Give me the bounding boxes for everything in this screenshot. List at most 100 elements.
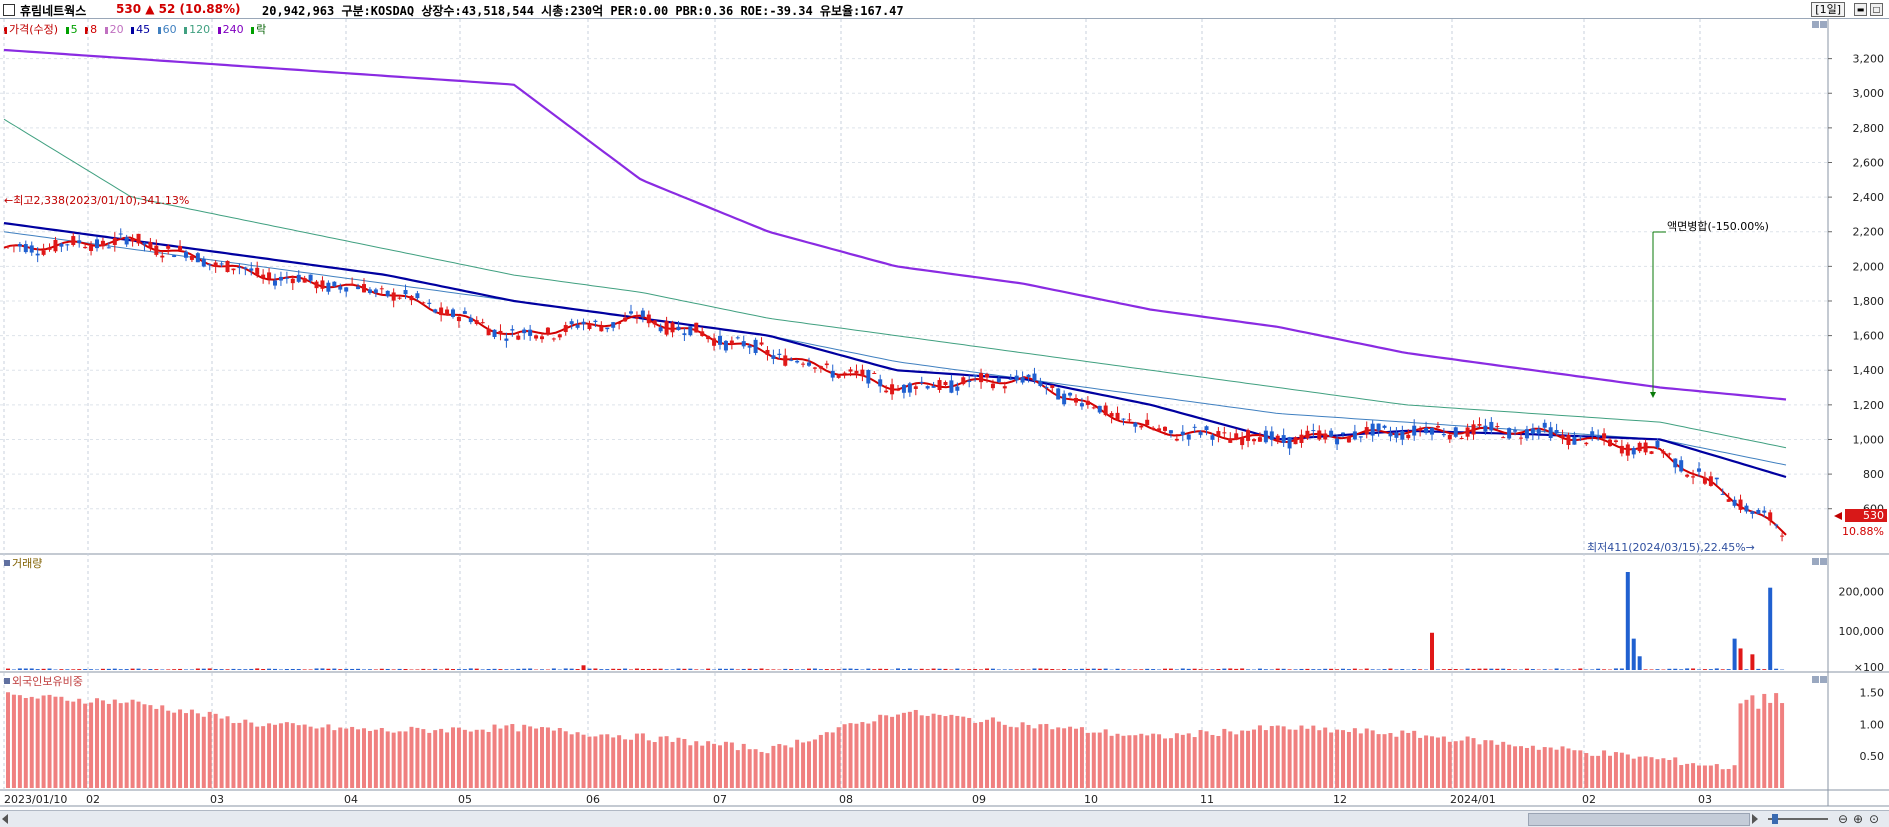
foreign-panel-maximize-icon[interactable] xyxy=(1820,676,1827,683)
stock-chart[interactable]: 3,2003,0002,8002,6002,4002,2002,0001,800… xyxy=(0,0,1889,810)
foreign-bar xyxy=(1187,733,1191,788)
candle-body xyxy=(1691,476,1695,477)
candle-body xyxy=(1483,426,1487,432)
foreign-bar xyxy=(671,742,675,788)
volume-bar xyxy=(1234,669,1238,670)
foreign-bar xyxy=(1460,741,1464,788)
candle-body xyxy=(1371,424,1375,436)
volume-bar xyxy=(1139,669,1143,670)
volume-bar xyxy=(202,669,206,670)
foreign-bar xyxy=(1139,734,1143,788)
foreign-bar xyxy=(1365,729,1369,788)
foreign-bar xyxy=(30,697,34,788)
candle-body xyxy=(1365,427,1369,434)
volume-bar xyxy=(36,669,40,670)
candle-body xyxy=(564,325,568,332)
volume-bar xyxy=(1299,669,1303,670)
candle-body xyxy=(849,369,853,371)
candle-body xyxy=(226,261,230,272)
zoom-out-icon[interactable]: ⊖ xyxy=(1838,812,1848,826)
foreign-bar xyxy=(570,734,574,788)
price-tick-label: 2,200 xyxy=(1853,226,1885,239)
foreign-bar xyxy=(1199,730,1203,788)
foreign-bar xyxy=(1252,730,1256,788)
candle-body xyxy=(546,328,550,334)
zoom-slider-handle[interactable] xyxy=(1772,814,1778,824)
foreign-bar xyxy=(884,715,888,788)
foreign-bar xyxy=(1489,740,1493,788)
x-tick-label: 06 xyxy=(586,793,600,806)
candle-body xyxy=(760,342,764,344)
volume-bar xyxy=(427,669,431,670)
volume-bar xyxy=(682,669,686,670)
candle-body xyxy=(202,259,206,266)
volume-bar xyxy=(1092,669,1096,670)
foreign-bar xyxy=(1697,765,1701,788)
candle-body xyxy=(932,386,936,388)
volume-bar xyxy=(1377,669,1381,670)
volume-bar xyxy=(1305,669,1309,670)
foreign-bar xyxy=(457,728,461,788)
candle-body xyxy=(243,267,247,268)
chart-scrollbar[interactable]: ⊖ ⊕ ⊙ xyxy=(0,810,1889,827)
zoom-in-icon[interactable]: ⊕ xyxy=(1853,812,1863,826)
candle-body xyxy=(819,366,823,369)
candle-body xyxy=(297,275,301,282)
volume-bar xyxy=(392,669,396,670)
candle-body xyxy=(682,333,686,335)
volume-bar xyxy=(1525,669,1529,670)
foreign-bar xyxy=(961,717,965,788)
zoom-reset-icon[interactable]: ⊙ xyxy=(1869,812,1879,826)
candlesticks xyxy=(6,228,1784,541)
volume-bar xyxy=(688,669,692,670)
scroll-thumb[interactable] xyxy=(1528,813,1750,826)
candle-body xyxy=(469,318,473,322)
candle-body xyxy=(42,250,46,254)
scroll-left-icon[interactable] xyxy=(2,814,8,824)
candle-body xyxy=(813,367,817,368)
candle-body xyxy=(641,311,645,317)
volume-bar xyxy=(587,669,591,670)
volume-bar xyxy=(807,669,811,670)
scroll-right-icon[interactable] xyxy=(1752,814,1758,824)
candle-body xyxy=(872,373,876,374)
price-panel-maximize-icon[interactable] xyxy=(1820,21,1827,28)
foreign-bar xyxy=(653,742,657,788)
foreign-bar xyxy=(938,715,942,788)
foreign-panel-minimize-icon[interactable] xyxy=(1812,676,1819,683)
foreign-bar xyxy=(1228,731,1232,788)
foreign-bar xyxy=(1733,765,1737,788)
volume-panel-minimize-icon[interactable] xyxy=(1812,558,1819,565)
candle-body xyxy=(1489,422,1493,431)
volume-bar xyxy=(404,669,408,670)
volume-panel-maximize-icon[interactable] xyxy=(1820,558,1827,565)
candle-body xyxy=(730,341,734,345)
foreign-bar xyxy=(427,733,431,788)
candle-body xyxy=(237,267,241,268)
foreign-bar xyxy=(320,727,324,788)
volume-bar xyxy=(1733,639,1737,670)
candle-body xyxy=(552,338,556,339)
volume-bar xyxy=(676,669,680,670)
volume-bar xyxy=(1727,669,1731,670)
foreign-bar xyxy=(914,710,918,788)
volume-bar xyxy=(285,669,289,670)
foreign-tick-label: 1.50 xyxy=(1860,687,1885,700)
candle-body xyxy=(1270,431,1274,439)
price-panel-minimize-icon[interactable] xyxy=(1812,21,1819,28)
foreign-bar xyxy=(451,727,455,788)
foreign-bar xyxy=(676,738,680,788)
foreign-bar xyxy=(949,715,953,788)
price-tick-label: 2,800 xyxy=(1853,122,1885,135)
candle-body xyxy=(789,360,793,361)
volume-bar xyxy=(932,669,936,670)
foreign-bar xyxy=(1068,727,1072,788)
candle-body xyxy=(795,361,799,363)
foreign-bar xyxy=(837,727,841,788)
candle-body xyxy=(1608,440,1612,446)
foreign-bar xyxy=(1454,741,1458,788)
volume-bar xyxy=(611,669,615,670)
candle-body xyxy=(1703,477,1707,483)
volume-bar xyxy=(694,669,698,670)
foreign-bar xyxy=(641,733,645,788)
